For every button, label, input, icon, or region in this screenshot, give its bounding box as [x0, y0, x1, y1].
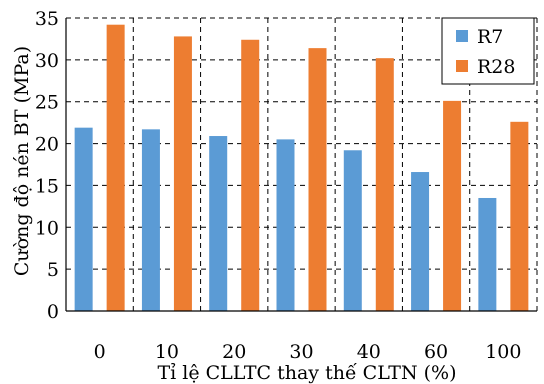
bar-r28-100	[510, 121, 529, 311]
legend-swatch-r28	[456, 60, 468, 72]
tick-labels: 0 5 10 15 20 25 30 35 0 10 20 30 40 60 100	[35, 8, 522, 363]
x-tick-label: 0	[94, 341, 106, 363]
y-tick-label: 5	[47, 259, 59, 281]
legend-label-r28: R28	[477, 56, 515, 78]
y-axis-title: Cường độ nén BT (MPa)	[11, 46, 33, 276]
x-tick-label: 100	[485, 341, 521, 363]
y-tick-label: 35	[35, 8, 59, 30]
bar-r7-0	[74, 127, 93, 311]
y-tick-label: 20	[35, 134, 59, 156]
x-tick-label: 20	[222, 341, 246, 363]
bar-r28-0	[106, 24, 125, 311]
y-tick-label: 15	[35, 175, 59, 197]
legend-swatch-r7	[456, 30, 468, 42]
bar-r28-30	[308, 48, 327, 311]
x-tick-label: 10	[155, 341, 179, 363]
bar-r7-100	[478, 197, 497, 311]
x-tick-label: 40	[357, 341, 381, 363]
y-tick-label: 25	[35, 92, 59, 114]
bar-r28-10	[173, 36, 192, 311]
y-tick-label: 10	[35, 217, 59, 239]
bar-r7-60	[411, 172, 430, 311]
y-tick-label: 0	[47, 301, 59, 323]
bar-r28-40	[375, 58, 394, 311]
legend-box	[441, 17, 535, 85]
legend: R7 R28	[441, 17, 535, 85]
grid-lines	[66, 17, 538, 311]
axes	[65, 18, 537, 312]
y-tick-label: 30	[35, 50, 59, 72]
x-tick-label: 30	[289, 341, 313, 363]
x-axis-title: Tỉ lệ CLLTC thay thế CLTN (%)	[157, 362, 456, 384]
bar-r7-40	[343, 150, 362, 311]
bar-r7-30	[276, 139, 295, 311]
x-tick-label: 60	[424, 341, 448, 363]
bar-r7-20	[209, 136, 228, 311]
legend-label-r7: R7	[477, 26, 503, 48]
bar-r28-60	[443, 100, 462, 312]
bar-r28-20	[241, 39, 260, 311]
bar-r7-10	[141, 129, 160, 311]
bars	[74, 24, 529, 312]
